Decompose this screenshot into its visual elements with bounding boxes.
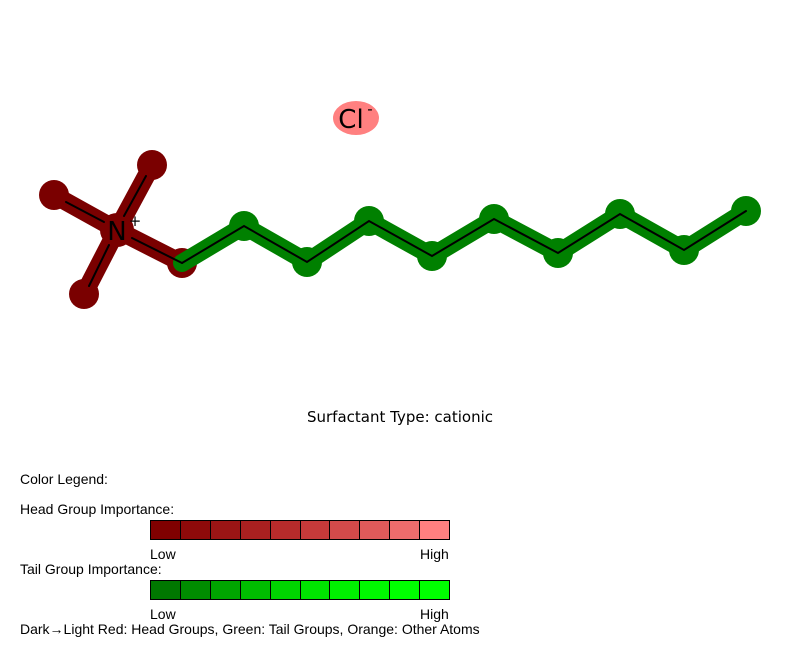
head-scale-cell [240, 521, 271, 539]
tail-scale-cell [360, 581, 391, 599]
head-scale-cell [270, 521, 301, 539]
methyl-atom [137, 150, 167, 180]
tail-scale-cell [210, 581, 241, 599]
head-scale-cell [151, 521, 181, 539]
head-scale-cell [390, 521, 421, 539]
tail-scale-cell [420, 581, 450, 599]
tail-scale-high-label: High [420, 606, 449, 622]
nitrogen-charge: + [129, 212, 142, 230]
tail-color-scale [150, 580, 450, 600]
nitrogen-label: N [107, 217, 126, 247]
skeletal-bonds [65, 175, 747, 287]
chloride-label: Cl [338, 105, 363, 135]
tail-scale-cell [270, 581, 301, 599]
head-scale-high-label: High [420, 546, 449, 562]
head-color-scale [150, 520, 450, 540]
skeletal-chain [181, 210, 747, 264]
head-scale-cell [180, 521, 211, 539]
chloride-charge: - [367, 100, 372, 118]
head-scale-low-label: Low [150, 546, 176, 562]
tail-scale-cell [180, 581, 211, 599]
methyl-atom [69, 279, 99, 309]
tail-scale-low-label: Low [150, 606, 176, 622]
molecule-diagram: N + Cl - [39, 100, 761, 309]
head-scale-cell [420, 521, 450, 539]
tail-scale-cell [240, 581, 271, 599]
methyl-atom [39, 180, 69, 210]
head-scale-cell [330, 521, 361, 539]
chloride-ion-ellipse [333, 101, 379, 135]
surfactant-type-caption: Surfactant Type: cationic [306, 408, 493, 426]
head-scale-cell [210, 521, 241, 539]
head-legend-label: Head Group Importance: [20, 501, 175, 517]
nitrogen-atom [100, 213, 134, 247]
skeletal-bond [123, 175, 147, 217]
tail-scale-cell [390, 581, 421, 599]
tail-group [173, 196, 761, 277]
skeletal-bond [88, 244, 110, 287]
chloride-counterion: Cl - [333, 100, 379, 135]
tail-scale-cell [330, 581, 361, 599]
tail-scale-cell [151, 581, 181, 599]
head-scale-cell [300, 521, 331, 539]
skeletal-bond [131, 237, 183, 264]
tail-scale-cell [300, 581, 331, 599]
head-scale-cell [360, 521, 391, 539]
legend-title: Color Legend: [20, 471, 108, 487]
tail-legend-label: Tail Group Importance: [20, 561, 162, 577]
skeletal-bond [65, 201, 105, 223]
legend-footnote: Dark→Light Red: Head Groups, Green: Tail… [20, 621, 480, 637]
